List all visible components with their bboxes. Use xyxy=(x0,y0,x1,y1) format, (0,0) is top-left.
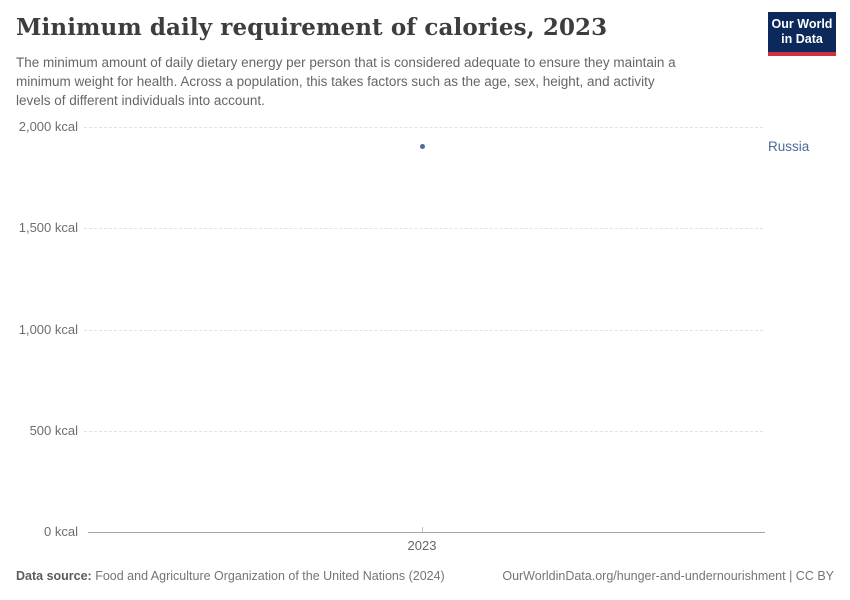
y-axis-label-500: 500 kcal xyxy=(29,423,78,438)
subtitle-line-1: The minimum amount of daily dietary ener… xyxy=(16,55,676,70)
owid-logo-line2: in Data xyxy=(781,32,823,47)
y-axis-label-2000: 2,000 kcal xyxy=(18,119,78,134)
chart-subtitle: The minimum amount of daily dietary ener… xyxy=(16,53,756,110)
data-source-label: Data source: xyxy=(16,569,92,583)
y-axis-label-1500: 1,500 kcal xyxy=(18,220,78,235)
x-axis-tick-2023 xyxy=(422,527,423,532)
data-point-russia[interactable] xyxy=(420,144,425,149)
page-title: Minimum daily requirement of calories, 2… xyxy=(16,14,608,41)
gridline-2000 xyxy=(84,127,763,128)
gridline-1500 xyxy=(84,228,763,229)
gridline-1000 xyxy=(84,330,763,331)
subtitle-line-3: levels of different individuals into acc… xyxy=(16,93,265,108)
x-axis-label-2023: 2023 xyxy=(407,538,437,553)
entity-label-russia[interactable]: Russia xyxy=(768,139,810,154)
data-source-text: Food and Agriculture Organization of the… xyxy=(91,569,445,583)
owid-logo[interactable]: Our World in Data xyxy=(768,12,836,56)
data-source-note: Data source: Food and Agriculture Organi… xyxy=(16,569,445,583)
y-axis-label-1000: 1,000 kcal xyxy=(18,322,78,337)
y-axis-label-0: 0 kcal xyxy=(44,524,78,539)
license-note: OurWorldinData.org/hunger-and-undernouri… xyxy=(502,569,834,583)
subtitle-line-2: minimum weight for health. Across a popu… xyxy=(16,74,655,89)
x-axis-line xyxy=(88,532,765,533)
owid-logo-line1: Our World xyxy=(771,17,833,31)
gridline-500 xyxy=(84,431,763,432)
